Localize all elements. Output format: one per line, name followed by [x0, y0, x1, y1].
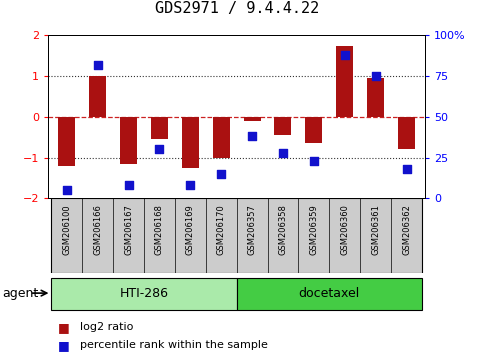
Text: GSM206358: GSM206358 [279, 204, 287, 255]
Point [372, 73, 380, 79]
Text: GSM206168: GSM206168 [155, 204, 164, 255]
FancyBboxPatch shape [237, 278, 422, 310]
Text: GSM206359: GSM206359 [310, 204, 318, 255]
Point [94, 62, 101, 68]
Bar [274, 117, 291, 135]
Text: docetaxel: docetaxel [298, 287, 360, 299]
Text: GSM206170: GSM206170 [217, 204, 226, 255]
Text: GSM206362: GSM206362 [402, 204, 411, 255]
Bar [367, 78, 384, 117]
Text: GSM206166: GSM206166 [93, 204, 102, 255]
Text: agent: agent [2, 287, 39, 299]
Bar [305, 117, 322, 143]
Point [125, 182, 132, 188]
Text: GSM206100: GSM206100 [62, 204, 71, 255]
Text: GDS2971 / 9.4.4.22: GDS2971 / 9.4.4.22 [155, 1, 319, 16]
Text: GSM206169: GSM206169 [186, 204, 195, 255]
Point [248, 133, 256, 139]
Text: GSM206361: GSM206361 [371, 204, 380, 255]
Point [310, 158, 318, 164]
Text: GSM206167: GSM206167 [124, 204, 133, 255]
Text: percentile rank within the sample: percentile rank within the sample [80, 340, 268, 350]
Bar [151, 117, 168, 139]
Text: HTI-286: HTI-286 [119, 287, 169, 299]
Text: GSM206360: GSM206360 [340, 204, 349, 255]
Bar [213, 117, 230, 158]
Bar [89, 76, 106, 117]
Bar [120, 117, 137, 164]
Bar [398, 117, 415, 149]
Bar [243, 117, 261, 121]
FancyBboxPatch shape [51, 278, 237, 310]
Point [279, 150, 287, 155]
Point [403, 166, 411, 172]
Point [341, 52, 349, 58]
Bar [58, 117, 75, 166]
Bar [336, 46, 353, 117]
Text: ■: ■ [58, 339, 70, 352]
Point [156, 147, 163, 152]
Point [217, 171, 225, 177]
Bar [182, 117, 199, 168]
Text: log2 ratio: log2 ratio [80, 322, 133, 332]
Point [186, 182, 194, 188]
Point [63, 187, 71, 193]
Text: GSM206357: GSM206357 [248, 204, 256, 255]
FancyBboxPatch shape [51, 198, 422, 273]
Text: ■: ■ [58, 321, 70, 334]
